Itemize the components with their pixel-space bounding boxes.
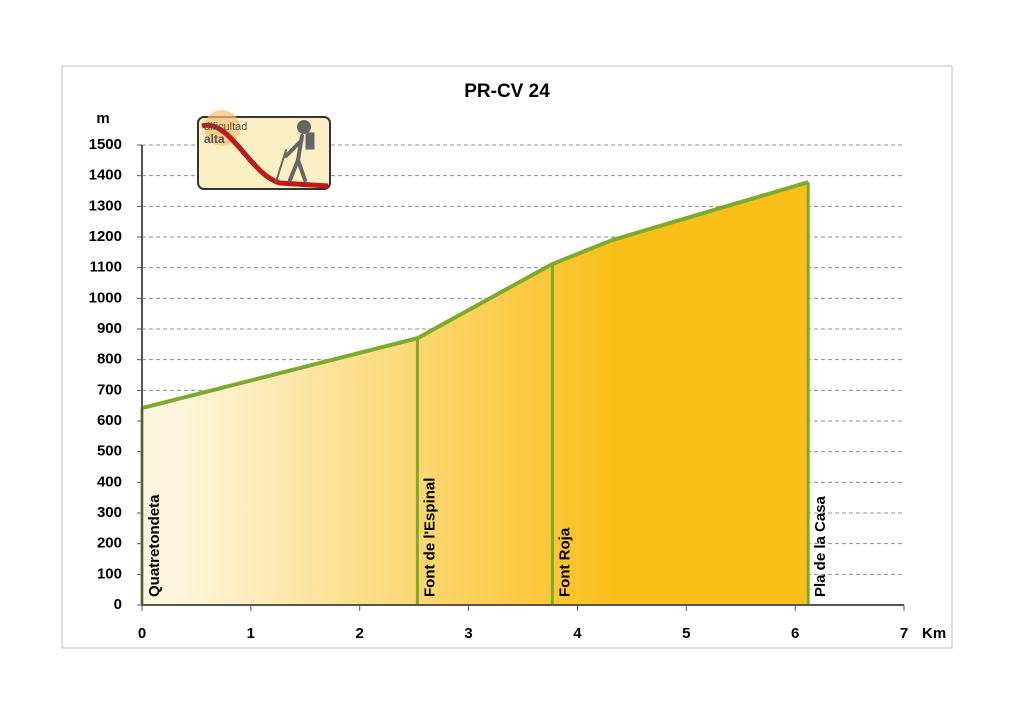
y-tick-label: 100: [97, 565, 122, 582]
x-tick-label: 5: [682, 625, 690, 642]
x-tick-label: 2: [356, 625, 364, 642]
chart-title: PR-CV 24: [464, 81, 550, 102]
badge-curve: [201, 122, 329, 189]
x-axis-label: Km: [922, 625, 946, 642]
y-axis-label: m: [96, 110, 109, 127]
x-tick-label: 1: [247, 625, 255, 642]
y-tick-label: 500: [97, 443, 122, 460]
badge-text: alta: [204, 132, 225, 146]
area: [142, 182, 809, 605]
y-tick-label: 1400: [89, 167, 122, 184]
profile-line: [141, 180, 809, 411]
difficulty-badge: dificultad alta: [197, 110, 331, 190]
waypoint-label: Font de l'Espinal: [421, 478, 438, 597]
x-tick-label: 3: [464, 625, 472, 642]
y-tick-label: 900: [97, 320, 122, 337]
y-tick-label: 1500: [89, 136, 122, 153]
y-tick-label: 200: [97, 535, 122, 552]
x-tick-label: 7: [900, 625, 908, 642]
y-tick-label: 400: [97, 473, 122, 490]
x-tick-label: 6: [791, 625, 799, 642]
waypoint-label: Quatretondeta: [146, 494, 163, 597]
y-tick-label: 1000: [89, 289, 122, 306]
y-tick-label: 0: [114, 596, 122, 613]
y-tick-label: 300: [97, 504, 122, 521]
y-tick-label: 1100: [89, 259, 122, 276]
y-tick-label: 600: [97, 412, 122, 429]
x-tick-label: 4: [573, 625, 582, 642]
y-tick-label: 700: [97, 381, 122, 398]
waypoint-label: Pla de la Casa: [812, 495, 829, 597]
waypoint-label: Font Roja: [556, 527, 573, 597]
badge-hiker: [275, 120, 315, 183]
x-tick-label: 0: [138, 625, 146, 642]
y-tick-label: 800: [97, 351, 122, 368]
y-tick-label: 1200: [89, 228, 122, 245]
y-tick-label: 1300: [89, 197, 122, 214]
badge-text: dificultad: [204, 121, 247, 133]
